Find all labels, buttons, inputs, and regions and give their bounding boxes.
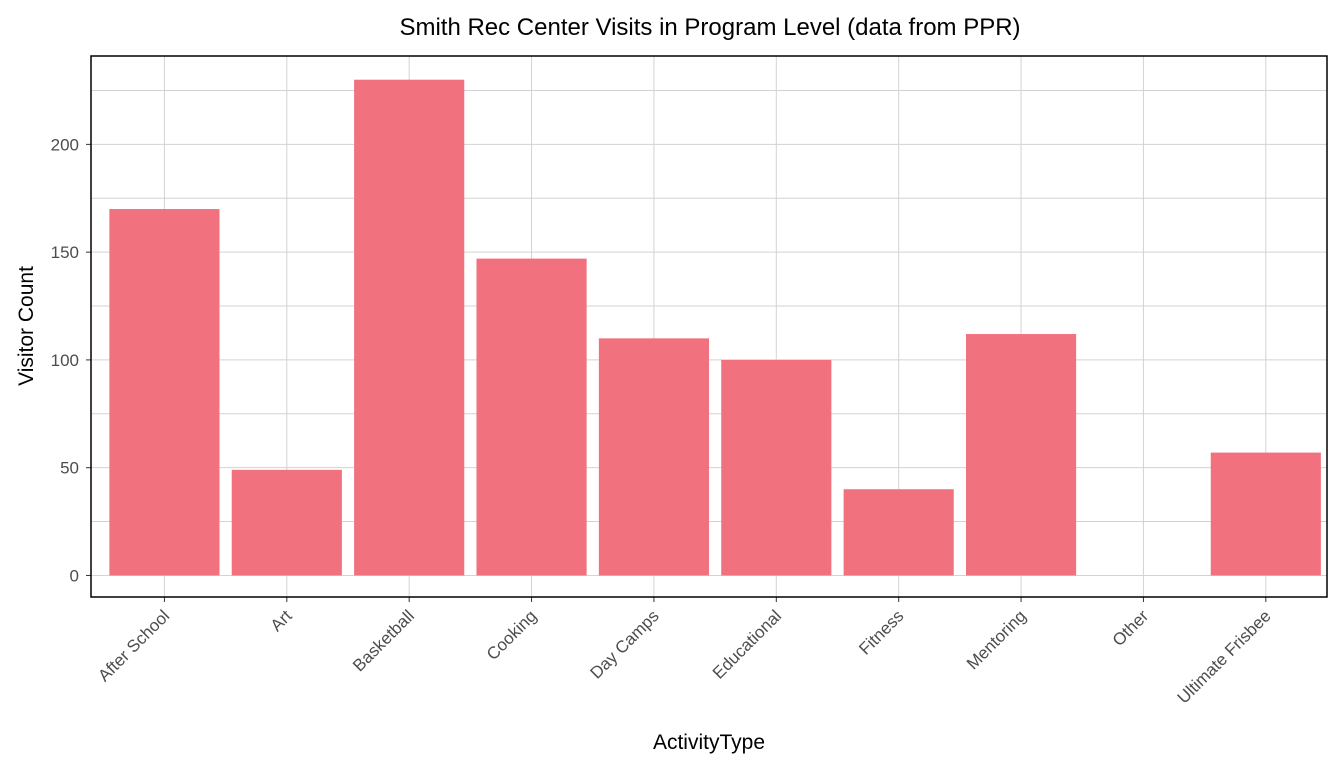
- y-tick-label: 200: [51, 135, 79, 154]
- bar-mentoring: [965, 334, 1077, 576]
- x-tick-label: Fitness: [855, 606, 907, 658]
- bar-day-camps: [598, 338, 709, 576]
- y-tick-label: 100: [51, 351, 79, 370]
- y-axis-title: Visitor Count: [15, 266, 38, 386]
- x-tick-label: Educational: [709, 606, 785, 682]
- plot-panel-border: [90, 55, 1328, 598]
- bar-fitness: [843, 489, 954, 576]
- bar-ultimate-frisbee: [1210, 452, 1321, 576]
- x-tick-label: Mentoring: [963, 606, 1030, 673]
- bar-basketball: [354, 79, 465, 576]
- bar-educational: [721, 359, 832, 576]
- x-tick-label: Art: [267, 606, 296, 635]
- bar-after-school: [109, 209, 220, 576]
- y-tick-label: 50: [60, 459, 79, 478]
- bar-art: [231, 469, 342, 576]
- x-tick-label: Other: [1109, 606, 1153, 650]
- bar-cooking: [476, 258, 587, 576]
- x-tick-label: Ultimate Frisbee: [1174, 606, 1275, 707]
- y-tick-label: 150: [51, 243, 79, 262]
- chart-title: Smith Rec Center Visits in Program Level…: [399, 14, 1020, 41]
- x-tick-label: Day Camps: [587, 606, 663, 682]
- x-tick-label: Cooking: [483, 606, 541, 664]
- bars-layer: [109, 79, 1321, 576]
- x-tick-label: Basketball: [349, 606, 418, 675]
- y-tick-label: 0: [70, 566, 79, 585]
- x-tick-label: After School: [94, 606, 173, 685]
- x-axis-title: ActivityType: [653, 731, 765, 754]
